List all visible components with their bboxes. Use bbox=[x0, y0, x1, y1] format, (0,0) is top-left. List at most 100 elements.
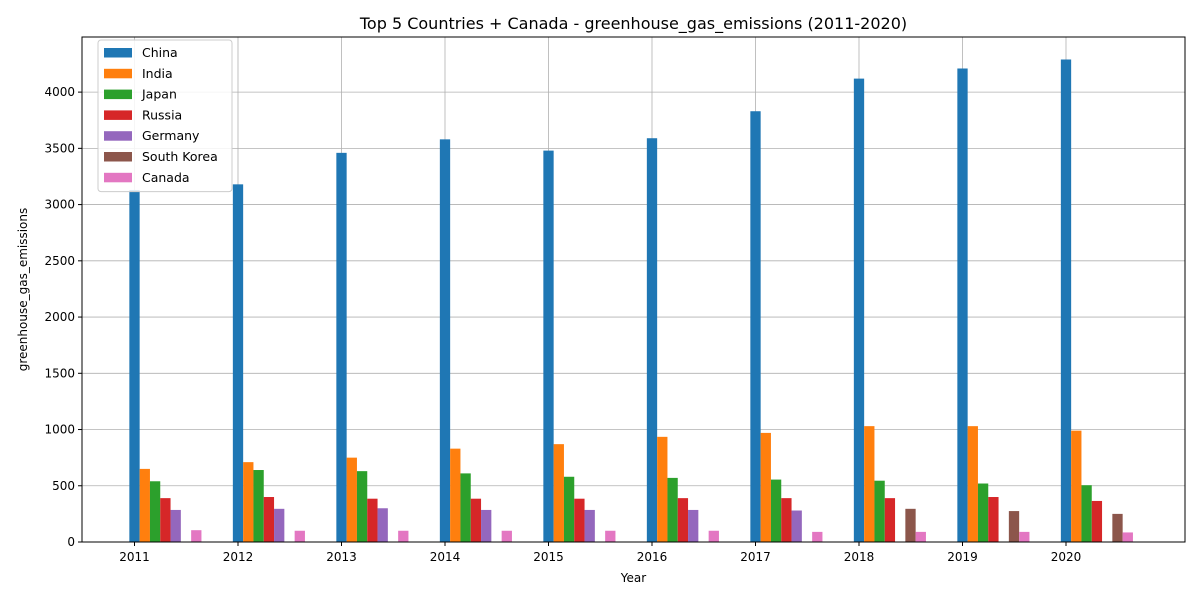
bar-south-korea-2019 bbox=[1008, 511, 1020, 542]
legend-swatch bbox=[104, 48, 132, 58]
bar-china-2018 bbox=[853, 78, 865, 543]
y-tick-label: 2500 bbox=[44, 254, 75, 268]
legend-label: Japan bbox=[141, 87, 177, 102]
ticks-layer: 0 500 1000 1500 2000 2500 3000 3500 4000 2011 2012… bbox=[44, 85, 1081, 564]
legend-label: Canada bbox=[142, 170, 190, 185]
plot-frame bbox=[81, 36, 1186, 543]
bar-germany-2013 bbox=[377, 508, 388, 542]
bar-china-2017 bbox=[750, 111, 761, 542]
bar-japan-2011 bbox=[149, 481, 161, 542]
bar-china-2011 bbox=[129, 189, 140, 542]
y-axis-title: greenhouse_gas_emissions bbox=[16, 208, 30, 372]
bar-japan-2018 bbox=[874, 480, 885, 542]
bar-germany-2015 bbox=[584, 509, 595, 542]
bar-canada-2019 bbox=[1019, 531, 1030, 542]
bar-russia-2020 bbox=[1091, 500, 1103, 542]
legend-swatch bbox=[104, 68, 132, 79]
bar-india-2013 bbox=[346, 457, 357, 542]
legend: China India Japan Russia Germany South Korea C… bbox=[97, 39, 233, 193]
x-tick-label: 2015 bbox=[533, 550, 564, 564]
legend-label: Germany bbox=[142, 128, 200, 143]
bar-india-2020 bbox=[1071, 430, 1082, 542]
x-tick-label: 2013 bbox=[326, 550, 357, 564]
bar-china-2015 bbox=[543, 150, 554, 543]
legend-swatch bbox=[104, 172, 132, 183]
x-tick-label: 2019 bbox=[947, 550, 978, 564]
bar-germany-2011 bbox=[170, 509, 181, 542]
legend-label: South Korea bbox=[142, 149, 218, 164]
bar-india-2018 bbox=[864, 426, 875, 542]
bar-india-2014 bbox=[450, 448, 461, 542]
bar-india-2016 bbox=[657, 436, 668, 542]
legend-swatch bbox=[104, 110, 132, 120]
y-tick-label: 0 bbox=[67, 535, 75, 549]
bar-russia-2015 bbox=[574, 498, 585, 542]
bar-south-korea-2018 bbox=[905, 508, 916, 542]
x-tick-label: 2017 bbox=[740, 550, 771, 564]
bar-germany-2017 bbox=[791, 510, 802, 542]
legend-swatch bbox=[104, 152, 132, 162]
bar-russia-2019 bbox=[988, 497, 999, 542]
bar-china-2016 bbox=[646, 138, 658, 542]
bar-india-2017 bbox=[760, 432, 771, 542]
x-tick-label: 2016 bbox=[637, 550, 668, 564]
legend-label: India bbox=[142, 66, 173, 81]
bar-canada-2015 bbox=[605, 530, 616, 542]
bar-japan-2012 bbox=[253, 470, 264, 542]
bar-russia-2018 bbox=[884, 498, 896, 542]
bar-japan-2014 bbox=[460, 473, 471, 542]
bar-china-2020 bbox=[1060, 59, 1072, 542]
y-tick-label: 1000 bbox=[44, 423, 75, 437]
bar-canada-2012 bbox=[294, 530, 305, 542]
bar-germany-2014 bbox=[481, 509, 492, 542]
bar-canada-2018 bbox=[915, 531, 926, 542]
bar-russia-2013 bbox=[367, 498, 378, 542]
y-tick-label: 1500 bbox=[44, 366, 75, 380]
legend-label: China bbox=[142, 45, 178, 60]
bar-japan-2020 bbox=[1081, 485, 1092, 542]
bar-canada-2014 bbox=[501, 530, 512, 542]
bar-japan-2017 bbox=[770, 479, 782, 542]
y-tick-label: 3000 bbox=[44, 198, 75, 212]
bar-china-2013 bbox=[336, 152, 347, 543]
bar-germany-2016 bbox=[688, 509, 699, 542]
bar-japan-2019 bbox=[977, 483, 989, 542]
bar-south-korea-2020 bbox=[1112, 513, 1123, 542]
chart-title: Top 5 Countries + Canada - greenhouse_ga… bbox=[359, 14, 907, 34]
bar-canada-2017 bbox=[812, 531, 823, 542]
y-tick-label: 2000 bbox=[44, 310, 75, 324]
legend-swatch bbox=[104, 131, 132, 141]
x-axis-title: Year bbox=[620, 571, 646, 585]
y-tick-label: 3500 bbox=[44, 141, 75, 155]
y-tick-label: 4000 bbox=[44, 85, 75, 99]
bar-canada-2016 bbox=[708, 530, 719, 542]
x-tick-label: 2018 bbox=[844, 550, 875, 564]
bar-india-2011 bbox=[139, 468, 150, 542]
bar-japan-2016 bbox=[667, 477, 678, 542]
bar-russia-2012 bbox=[263, 497, 275, 542]
bar-russia-2017 bbox=[781, 498, 792, 542]
x-tick-label: 2011 bbox=[119, 550, 150, 564]
bar-china-2012 bbox=[232, 184, 244, 542]
bar-india-2019 bbox=[967, 426, 978, 542]
bar-russia-2011 bbox=[160, 498, 171, 542]
bar-japan-2013 bbox=[356, 471, 368, 542]
legend-label: Russia bbox=[142, 107, 182, 122]
bar-japan-2015 bbox=[563, 476, 575, 542]
bar-russia-2016 bbox=[677, 498, 689, 542]
bar-canada-2011 bbox=[191, 530, 202, 542]
bar-china-2014 bbox=[439, 139, 451, 542]
bar-china-2019 bbox=[957, 68, 968, 543]
bar-canada-2020 bbox=[1122, 532, 1133, 542]
bar-india-2015 bbox=[553, 444, 564, 542]
bar-india-2012 bbox=[243, 462, 254, 542]
bar-russia-2014 bbox=[470, 498, 482, 542]
bar-germany-2012 bbox=[274, 508, 285, 542]
legend-swatch bbox=[104, 89, 132, 100]
x-tick-label: 2012 bbox=[223, 550, 254, 564]
x-tick-label: 2020 bbox=[1051, 550, 1082, 564]
bars-layer bbox=[129, 59, 1133, 543]
bar-canada-2013 bbox=[398, 530, 409, 542]
